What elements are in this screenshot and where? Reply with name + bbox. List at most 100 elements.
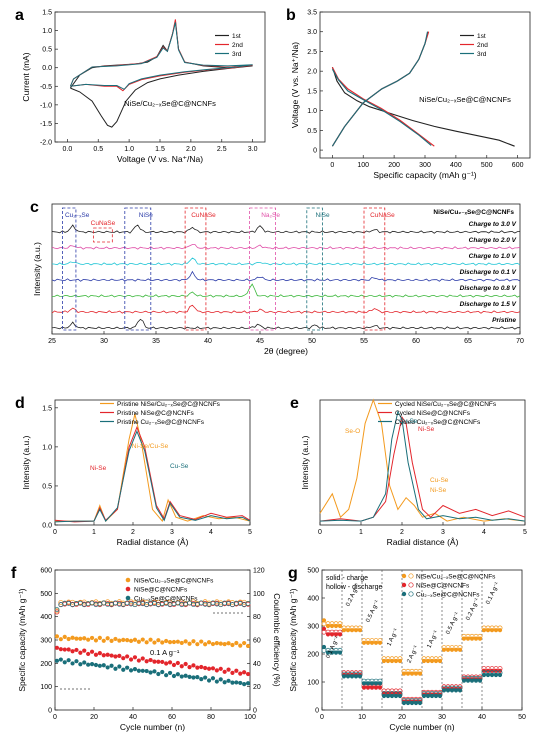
capacity-point (97, 663, 102, 668)
capacity-point (203, 675, 208, 680)
capacity-point (62, 634, 67, 639)
y-tick-label: 0.0 (42, 523, 52, 530)
capacity-point (89, 649, 95, 654)
rate-label: 0.1 A g⁻¹ (325, 636, 340, 660)
x-tick-label: 5 (523, 529, 527, 536)
capacity-point (86, 651, 91, 657)
phase-region (363, 207, 386, 331)
capacity-point (70, 635, 75, 640)
y-tick-label: 0.5 (42, 47, 52, 54)
discharge-point (497, 670, 503, 676)
x-tick-label: 1.5 (155, 146, 165, 153)
y-tick-label: 3.0 (307, 29, 317, 36)
discharge-point (437, 691, 443, 697)
discharge-point (417, 668, 423, 674)
panel-b: 0 100 200 300 400 500 600 0 0.5 1.0 1.5 2.0 2.5 3.0 3.… (286, 7, 531, 180)
capacity-point (89, 662, 95, 667)
legend-entry: Pristine Cu₂₋ₓSe@C@NCNFs (117, 419, 205, 426)
panel-label: g (288, 565, 298, 582)
capacity-point (93, 638, 99, 643)
panel-d: 0 1 2 3 4 5 0.0 0.5 1.0 1.5 Radial distance (Å) Int… (15, 395, 252, 547)
y-tick-label: 300 (307, 624, 319, 631)
discharge-point (337, 647, 343, 653)
capacity-point (187, 641, 192, 646)
capacity-point (136, 639, 141, 644)
xrd-trace (52, 283, 521, 298)
capacity-point (121, 656, 126, 661)
capacity-point (187, 674, 192, 679)
capacity-point (191, 663, 196, 668)
capacity-point (86, 662, 91, 667)
discharge-point (457, 645, 463, 651)
capacity-point (148, 637, 153, 642)
rdf-curve (55, 413, 251, 523)
discharge-point (457, 685, 463, 691)
x-tick-label: 50 (518, 714, 526, 721)
peak-annotation: Cu-Se (430, 477, 449, 484)
capacity-point (226, 641, 231, 646)
capacity-point (179, 640, 184, 646)
capacity-point (54, 634, 60, 639)
x-tick-label: 45 (256, 338, 264, 345)
x-tick-label: 1.0 (124, 146, 134, 153)
legend-marker (401, 591, 407, 597)
y-tick-label: 500 (40, 591, 52, 598)
capacity-point (245, 643, 251, 649)
capacity-point (105, 665, 110, 670)
y-axis-label: Voltage (V vs. Na⁺/Na) (290, 42, 300, 128)
y-axis-label: Intensity (a.u.) (21, 435, 31, 489)
y-tick-label: 2.5 (307, 49, 317, 56)
peak-annotation: Cu-Se (399, 418, 418, 425)
capacity-point (117, 653, 122, 659)
capacity-point (183, 639, 188, 644)
capacity-point (58, 647, 63, 652)
y-axis-label: Intensity (a.u.) (32, 242, 42, 296)
y2-axis-label: Coulombic efficiency (%) (272, 593, 282, 687)
capacity-point (167, 660, 173, 665)
capacity-point (164, 673, 169, 678)
capacity-point (58, 637, 63, 642)
panel-e: 0 1 2 3 4 5 Radial distance (Å) Intensity (a.u.… (290, 395, 527, 547)
capacity-point (128, 638, 134, 643)
rate-label: 0.1 A g⁻¹ (485, 582, 500, 606)
y-axis-label: Current (mA) (21, 52, 31, 101)
trace-label: Discharge to 0.1 V (460, 269, 517, 276)
phase-label: CuNaSe (91, 220, 116, 227)
x-tick-label: 2 (131, 529, 135, 536)
capacity-point (140, 668, 145, 673)
x-tick-label: 0 (53, 714, 57, 721)
capacity-point (242, 670, 247, 675)
panel-a: 0.0 0.5 1.0 1.5 2.0 2.5 3.0 -2.0 -1.5 -1.0 -0.5 0.0… (15, 7, 266, 164)
y-tick-label: 0 (315, 708, 319, 715)
discharge-point (337, 621, 343, 627)
trace-label: Charge to 2.0 V (469, 237, 517, 244)
efficiency-point (245, 600, 251, 606)
discharge-point (437, 656, 443, 662)
xrd-trace (51, 224, 521, 234)
legend-entry: 1st (232, 33, 241, 40)
capacity-point (230, 670, 235, 675)
x-tick-label: 0.5 (93, 146, 103, 153)
capacity-point (164, 638, 169, 644)
capacity-point (206, 678, 212, 683)
legend-marker (408, 582, 414, 588)
x-tick-label: 0 (330, 162, 334, 169)
capacity-point (140, 656, 145, 661)
capacity-point (78, 650, 83, 655)
capacity-point (78, 636, 83, 641)
capacity-point (140, 637, 145, 642)
capacity-point (230, 680, 235, 685)
peak-annotation: Se-O (345, 428, 360, 435)
phase-region (306, 207, 323, 331)
x-axis-label: Radial distance (Å) (387, 537, 459, 547)
capacity-point (105, 652, 110, 657)
legend-marker (408, 573, 414, 579)
x-tick-label: 70 (516, 338, 524, 345)
capacity-point (144, 659, 149, 664)
panel-annotation: NiSe/Cu₂₋ₓSe@C@NCNFs (419, 95, 511, 104)
y2-tick-label: 120 (253, 568, 265, 575)
capacity-point (226, 667, 231, 672)
capacity-point (101, 638, 106, 643)
